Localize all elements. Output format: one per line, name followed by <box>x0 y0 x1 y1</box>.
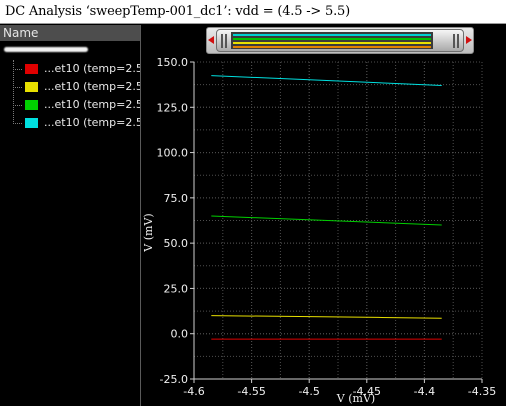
x-axis-title: V (mV) <box>336 392 375 405</box>
tree-connector <box>13 60 14 124</box>
x-tick-label: -4.5 <box>298 385 319 398</box>
signal-color-swatch <box>25 64 38 74</box>
y-tick-label: 25.0 <box>164 282 189 295</box>
signal-item-yellow[interactable]: ...et10 (temp=2.50 <box>13 80 141 95</box>
signal-sidebar: Name ...et10 (temp=2.50 ...et10 (temp=2.… <box>0 25 141 406</box>
dc-sweep-chart[interactable]: 150.0 125.0 100.0 75.0 50.0 25.0 0.0 -25.0-4.6 -… <box>142 25 506 406</box>
right-grip-icon[interactable] <box>457 34 459 48</box>
signal-group-node[interactable] <box>4 45 94 53</box>
y-tick-label: -25.0 <box>160 373 188 386</box>
signal-item-red[interactable]: ...et10 (temp=2.50 <box>13 62 141 77</box>
x-tick-label: -4.55 <box>237 385 265 398</box>
signal-item-label: ...et10 (temp=2.50 <box>44 62 140 75</box>
redacted-group-label <box>4 47 88 52</box>
overview-preview <box>231 32 433 49</box>
series-line-1[interactable] <box>211 215 442 226</box>
y-tick-label: 50.0 <box>164 237 189 250</box>
x-tick-label: -4.45 <box>353 385 381 398</box>
y-tick-label: 75.0 <box>164 192 189 205</box>
preview-trace <box>233 34 431 36</box>
x-tick-label: -4.6 <box>183 385 204 398</box>
y-tick-label: 100.0 <box>157 147 189 160</box>
y-axis-title: V (mV) <box>142 213 155 252</box>
horizontal-zoom-scrollbar[interactable] <box>206 27 474 54</box>
signal-item-label: ...et10 (temp=2.50 <box>44 98 140 111</box>
preview-trace <box>233 38 431 40</box>
tree-branch <box>13 105 22 106</box>
right-grip-icon[interactable] <box>453 34 455 48</box>
signal-item-cyan[interactable]: ...et10 (temp=2.50 <box>13 116 141 131</box>
x-tick-label: -4.35 <box>468 385 496 398</box>
left-grip-icon[interactable] <box>221 34 223 48</box>
tree-branch <box>13 123 22 124</box>
tree-branch <box>13 69 22 70</box>
x-tick-label: -4.4 <box>414 385 435 398</box>
scrollbar-thumb[interactable] <box>216 29 464 52</box>
tree-branch <box>13 87 22 88</box>
scroll-right-arrow-icon[interactable] <box>466 36 472 44</box>
signal-color-swatch <box>25 82 38 92</box>
y-tick-label: 0.0 <box>171 328 189 341</box>
preview-trace <box>233 42 431 44</box>
signal-color-swatch <box>25 118 38 128</box>
signal-item-label: ...et10 (temp=2.50 <box>44 116 140 129</box>
title-bar: DC Analysis ‘sweepTemp-001_dc1’: vdd = (… <box>0 0 506 24</box>
y-tick-label: 125.0 <box>157 101 189 114</box>
signal-item-green[interactable]: ...et10 (temp=2.50 <box>13 98 141 113</box>
preview-trace <box>233 46 431 48</box>
signal-color-swatch <box>25 100 38 110</box>
series-line-2[interactable] <box>211 315 442 319</box>
plot-area: 150.0 125.0 100.0 75.0 50.0 25.0 0.0 -25.0 -4.6 -… <box>142 25 506 406</box>
name-column-header[interactable]: Name <box>0 25 140 41</box>
window-title: DC Analysis ‘sweepTemp-001_dc1’: vdd = (… <box>5 4 351 19</box>
series-line-0[interactable] <box>211 75 442 86</box>
y-tick-label: 150.0 <box>157 56 189 69</box>
scroll-left-arrow-icon[interactable] <box>208 36 214 44</box>
left-grip-icon[interactable] <box>225 34 227 48</box>
signal-item-label: ...et10 (temp=2.50 <box>44 80 140 93</box>
